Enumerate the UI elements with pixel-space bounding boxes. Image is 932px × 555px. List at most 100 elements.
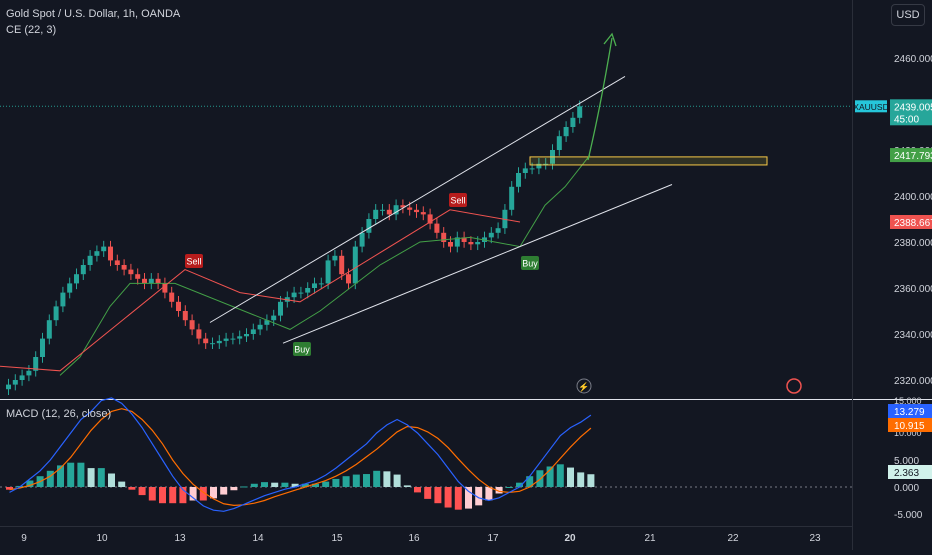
macd-histogram-bar bbox=[505, 487, 513, 488]
macd-histogram-bar bbox=[393, 474, 401, 487]
candle-body bbox=[312, 283, 317, 288]
sell-signal-label bbox=[185, 254, 203, 268]
candle-body bbox=[563, 127, 569, 137]
time-axis-label: 17 bbox=[487, 533, 499, 544]
ce-indicator-label[interactable]: CE (22, 3) bbox=[6, 24, 57, 36]
candle-body bbox=[373, 209, 379, 219]
macd-histogram-bar bbox=[475, 487, 483, 506]
macd-histogram-bar bbox=[148, 487, 156, 501]
macd-histogram-bar bbox=[179, 487, 187, 504]
candle-body bbox=[74, 274, 79, 284]
candle-body bbox=[271, 315, 277, 321]
ce-long-text: 2417.793 bbox=[894, 151, 932, 162]
candle-body bbox=[427, 214, 433, 224]
macd-histogram-bar bbox=[77, 462, 85, 487]
symbol-tag-text: XAUUSD bbox=[853, 102, 888, 112]
candle-body bbox=[461, 237, 467, 242]
candle-body bbox=[434, 223, 440, 233]
signal-value-badge bbox=[888, 418, 932, 432]
candle-body bbox=[101, 246, 107, 252]
time-axis-label: 21 bbox=[644, 533, 656, 544]
price-tick-label: 2320.000 bbox=[894, 376, 932, 387]
macd-histogram-bar bbox=[169, 487, 177, 504]
candle-body bbox=[12, 380, 18, 385]
candle-body bbox=[509, 186, 515, 210]
macd-value-text: 13.279 bbox=[894, 407, 925, 418]
currency-button[interactable]: USD bbox=[891, 4, 925, 26]
candle-body bbox=[223, 338, 229, 341]
macd-histogram-bar bbox=[403, 485, 411, 487]
macd-histogram-bar bbox=[46, 470, 54, 487]
ce-short-text: 2388.667 bbox=[894, 218, 932, 229]
macd-histogram-bar bbox=[210, 487, 217, 499]
macd-histogram-bar bbox=[444, 487, 452, 508]
candle-body bbox=[182, 311, 188, 321]
candle-body bbox=[339, 255, 345, 275]
macd-histogram-bar bbox=[342, 476, 350, 487]
macd-histogram-bar bbox=[526, 476, 534, 487]
macd-partial-top-tick: 15.000 bbox=[894, 396, 922, 406]
candle-body bbox=[244, 334, 249, 337]
macd-histogram-bar bbox=[159, 487, 166, 504]
macd-histogram-bar bbox=[587, 474, 595, 487]
candle-body bbox=[488, 232, 494, 238]
macd-histogram-bar bbox=[567, 467, 574, 487]
macd-histogram-bar bbox=[240, 486, 248, 488]
macd-histogram-bar bbox=[199, 487, 207, 501]
candle-body bbox=[237, 336, 243, 339]
macd-histogram-bar bbox=[281, 482, 289, 487]
macd-histogram-bar bbox=[556, 464, 564, 487]
candle-body bbox=[60, 292, 66, 307]
candle-body bbox=[176, 301, 181, 311]
candle-body bbox=[278, 301, 283, 316]
price-tick-label: 2340.000 bbox=[894, 330, 932, 341]
signal-value-text: 10.915 bbox=[894, 421, 925, 432]
macd-indicator-label[interactable]: MACD (12, 26, close) bbox=[6, 408, 112, 420]
candle-body bbox=[19, 375, 25, 380]
macd-line bbox=[9, 397, 592, 512]
ce-short-stop-line bbox=[0, 209, 521, 372]
macd-histogram-bar bbox=[434, 487, 442, 504]
candle-body bbox=[26, 370, 32, 376]
macd-histogram-bar bbox=[26, 480, 34, 487]
hist-value-text: 2.363 bbox=[894, 468, 919, 479]
buy-signal-label bbox=[521, 256, 539, 270]
price-tick-label: 2380.000 bbox=[894, 238, 932, 249]
time-axis-label: 15 bbox=[331, 533, 343, 544]
macd-histogram-bar bbox=[118, 481, 126, 487]
macd-histogram-group bbox=[6, 462, 595, 510]
candle-body bbox=[291, 292, 297, 298]
macd-partial-mid-tick: 10.000 bbox=[894, 428, 922, 438]
macd-histogram-bar bbox=[465, 487, 472, 509]
time-axis-label: 14 bbox=[252, 533, 264, 544]
candle-body bbox=[155, 278, 161, 284]
time-axis-label: 9 bbox=[21, 533, 27, 544]
candle-body bbox=[495, 228, 501, 233]
demand-zone-box bbox=[529, 156, 768, 166]
candle-body bbox=[346, 274, 351, 284]
candle-body bbox=[121, 265, 127, 270]
sell-signal-text: Sell bbox=[186, 257, 201, 267]
lightning-event-icon bbox=[576, 378, 592, 394]
price-tick-label: 2400.000 bbox=[894, 192, 932, 203]
candle-body bbox=[325, 260, 331, 284]
macd-histogram-bar bbox=[454, 487, 462, 510]
macd-histogram-bar bbox=[250, 483, 258, 487]
macd-histogram-bar bbox=[312, 483, 319, 487]
macd-histogram-bar bbox=[271, 482, 279, 487]
candle-body bbox=[108, 246, 113, 261]
sell-signal-label bbox=[449, 193, 467, 207]
macd-histogram-bar bbox=[57, 465, 64, 487]
macd-histogram-bar bbox=[291, 483, 299, 487]
time-axis-label: 10 bbox=[96, 533, 108, 544]
candle-body bbox=[366, 219, 372, 233]
candle-body bbox=[577, 106, 583, 118]
macd-histogram-bar bbox=[577, 472, 585, 487]
candle-body bbox=[536, 163, 542, 169]
candle-body bbox=[33, 357, 39, 371]
candle-body bbox=[420, 212, 426, 215]
candle-body bbox=[516, 173, 521, 187]
candle-body bbox=[135, 274, 141, 279]
